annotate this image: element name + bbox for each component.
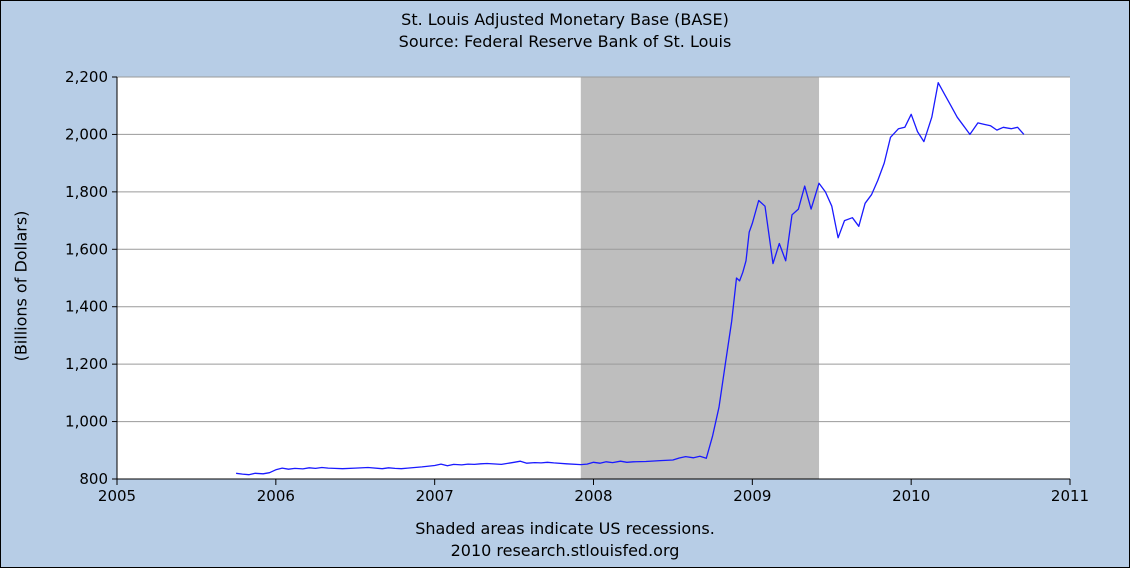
- y-tick-label: 1,800: [65, 183, 108, 201]
- x-tick-label: 2007: [416, 487, 454, 505]
- x-tick-label: 2011: [1051, 487, 1089, 505]
- chart-subtitle: Source: Federal Reserve Bank of St. Loui…: [398, 32, 732, 51]
- series-line: [236, 82, 1025, 476]
- y-tick-label: 1,400: [65, 298, 108, 316]
- x-tick-label: 2005: [98, 487, 136, 505]
- y-tick-label: 1,200: [65, 355, 108, 373]
- recession-footnote: Shaded areas indicate US recessions.: [415, 519, 715, 538]
- x-tick-label: 2006: [257, 487, 295, 505]
- y-tick-label: 1,600: [65, 240, 108, 258]
- x-tick-label: 2008: [574, 487, 612, 505]
- y-tick-label: 2,200: [65, 68, 108, 86]
- x-tick-label: 2009: [733, 487, 771, 505]
- y-tick-label: 800: [79, 470, 108, 488]
- source-credit: 2010 research.stlouisfed.org: [450, 541, 680, 560]
- chart-title: St. Louis Adjusted Monetary Base (BASE): [401, 10, 729, 29]
- recession-band: [580, 77, 820, 479]
- x-tick-label: 2010: [892, 487, 930, 505]
- y-tick-label: 1,000: [65, 413, 108, 431]
- y-tick-label: 2,000: [65, 125, 108, 143]
